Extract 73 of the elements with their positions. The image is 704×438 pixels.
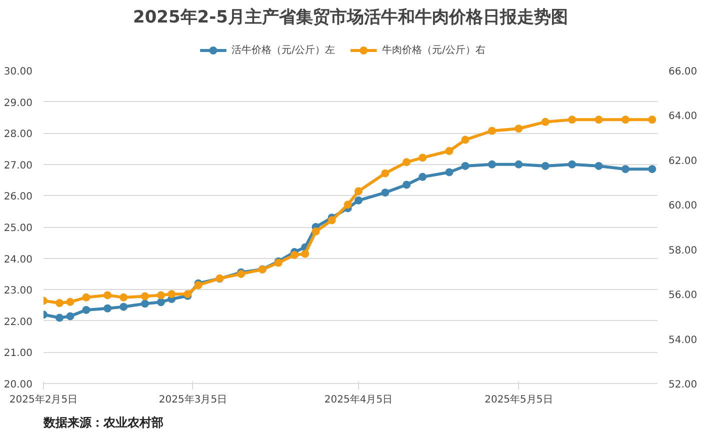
point (354, 196, 363, 204)
chart-title: 2025年2-5月主产省集贸市场活牛和牛肉价格日报走势图 (132, 8, 568, 28)
point (354, 187, 363, 196)
x-tick-label: 2025年2月5日 (9, 394, 78, 406)
source-note: 数据来源：农业农村部 (42, 416, 164, 430)
point (120, 302, 128, 311)
y-tick-label: 21.00 (4, 348, 33, 360)
point (402, 158, 411, 166)
point (488, 160, 496, 168)
point (418, 154, 427, 162)
point (301, 250, 310, 258)
point (514, 124, 523, 133)
y-tick-label: 26.00 (4, 192, 33, 203)
point (56, 299, 64, 308)
point (328, 216, 336, 224)
point (514, 160, 523, 168)
point (461, 162, 470, 170)
x-tick-label: 2025年3月5日 (158, 394, 228, 406)
point (621, 116, 630, 124)
y2-tick-label: 64.00 (668, 111, 698, 122)
legend-label: 活牛价格（元/公斤）左 (232, 44, 336, 56)
y2-tick-label: 62.00 (668, 156, 698, 167)
point (290, 250, 298, 259)
legend-label: 牛肉价格（元/公斤）右 (382, 44, 486, 56)
y2-tick-label: 60.00 (668, 200, 698, 212)
y-tick-label: 24.00 (4, 254, 33, 266)
point (82, 306, 90, 314)
point (381, 169, 390, 178)
point (568, 160, 576, 168)
y2-tick-label: 58.00 (668, 245, 698, 256)
point (66, 298, 74, 306)
y-tick-label: 20.00 (4, 380, 33, 390)
y2-tick-label: 66.00 (668, 66, 698, 78)
y2-tick-label: 56.00 (668, 290, 698, 302)
y-tick-label: 22.00 (4, 316, 33, 328)
point (168, 290, 176, 298)
point (461, 136, 470, 144)
point (140, 292, 149, 300)
point (82, 293, 90, 302)
point (594, 116, 603, 124)
point (541, 118, 550, 126)
point (56, 314, 64, 322)
y-tick-label: 30.00 (4, 66, 33, 78)
point (568, 116, 576, 124)
y2-tick-label: 52.00 (668, 380, 698, 390)
point (445, 146, 454, 155)
x-tick-label: 2025年4月5日 (324, 394, 393, 406)
point (648, 165, 656, 174)
point (104, 304, 112, 312)
point (344, 200, 352, 209)
point (104, 291, 112, 300)
point (381, 188, 390, 197)
point (488, 126, 496, 135)
point (312, 227, 320, 236)
y2-tick-label: 54.00 (668, 334, 698, 346)
point (621, 165, 630, 174)
point (418, 172, 427, 181)
point (445, 168, 454, 176)
point (140, 300, 149, 308)
point (120, 293, 128, 302)
y-tick-label: 28.00 (4, 129, 33, 140)
point (648, 116, 656, 124)
y-tick-label: 25.00 (4, 223, 33, 234)
point (156, 291, 165, 300)
point (156, 298, 165, 306)
point (541, 162, 550, 170)
y-tick-label: 27.00 (4, 160, 33, 172)
x-tick-label: 2025年5月5日 (484, 394, 553, 406)
point (66, 312, 74, 320)
y-tick-label: 23.00 (4, 286, 33, 297)
point (402, 180, 411, 189)
point (594, 162, 603, 170)
y-tick-label: 29.00 (4, 98, 33, 109)
